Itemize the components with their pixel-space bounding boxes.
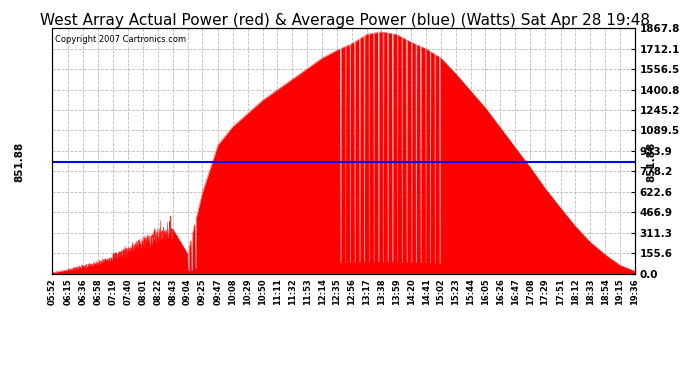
Text: 851.88: 851.88 xyxy=(14,142,25,182)
Text: 851.88: 851.88 xyxy=(647,142,656,182)
Text: Copyright 2007 Cartronics.com: Copyright 2007 Cartronics.com xyxy=(55,36,186,45)
Text: West Array Actual Power (red) & Average Power (blue) (Watts) Sat Apr 28 19:48: West Array Actual Power (red) & Average … xyxy=(40,13,650,28)
